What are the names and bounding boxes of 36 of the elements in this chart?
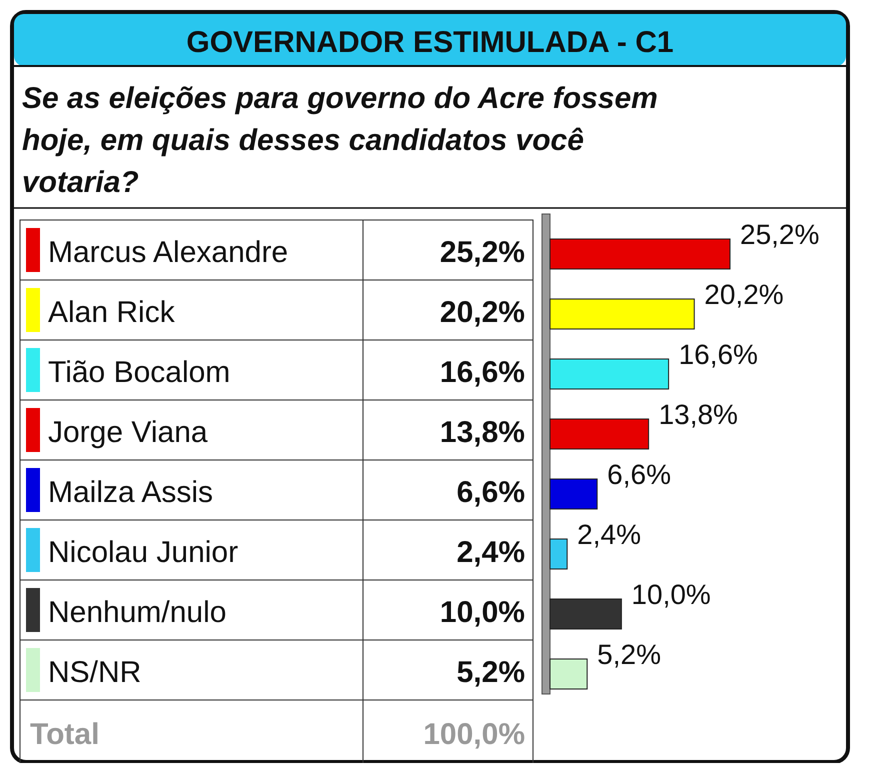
- data-label: 2,4%: [456, 536, 525, 569]
- chart-subtitle: Se as eleições para governo do Acre fossem hoje, em quais desses candidatos você votaria?: [22, 82, 658, 199]
- y-tick-label: Nenhum/nulo: [48, 596, 226, 629]
- data-label: 6,6%: [456, 476, 525, 509]
- text: 10,0%: [631, 579, 711, 610]
- text: 20,2%: [704, 279, 784, 310]
- bar: [550, 238, 730, 270]
- y-tick-label: Mailza Assis: [48, 476, 214, 509]
- text: Total: [30, 718, 100, 751]
- y-tick-label: Nicolau Junior: [48, 536, 238, 569]
- text: 5,2%: [597, 639, 661, 670]
- data-label: 13,8%: [440, 416, 525, 449]
- bar: [550, 478, 598, 510]
- y-tick-label: NS/NR: [48, 656, 142, 689]
- bar: [550, 538, 568, 570]
- bar: [550, 658, 588, 690]
- y-tick-label: Tião Bocalom: [48, 356, 230, 389]
- data-label: 20,2%: [440, 296, 525, 329]
- bar: [550, 298, 695, 330]
- data-label: 5,2%: [456, 656, 525, 689]
- y-tick-label: Alan Rick: [48, 296, 176, 329]
- chart-title: GOVERNADOR ESTIMULADA - C1: [186, 26, 674, 59]
- bar: [550, 598, 622, 630]
- text: 2,4%: [577, 519, 641, 550]
- data-label: 25,2%: [440, 236, 525, 269]
- text: 6,6%: [607, 459, 671, 490]
- bar: [550, 358, 670, 390]
- text: 13,8%: [658, 399, 738, 430]
- text: 16,6%: [678, 339, 758, 370]
- text: 25,2%: [740, 219, 820, 250]
- text: 100,0%: [423, 718, 525, 751]
- y-tick-label: Jorge Viana: [48, 416, 208, 449]
- y-tick-label: Marcus Alexandre: [48, 236, 288, 269]
- data-label: 10,0%: [440, 596, 525, 629]
- bar: [550, 418, 650, 450]
- data-label: 16,6%: [440, 356, 525, 389]
